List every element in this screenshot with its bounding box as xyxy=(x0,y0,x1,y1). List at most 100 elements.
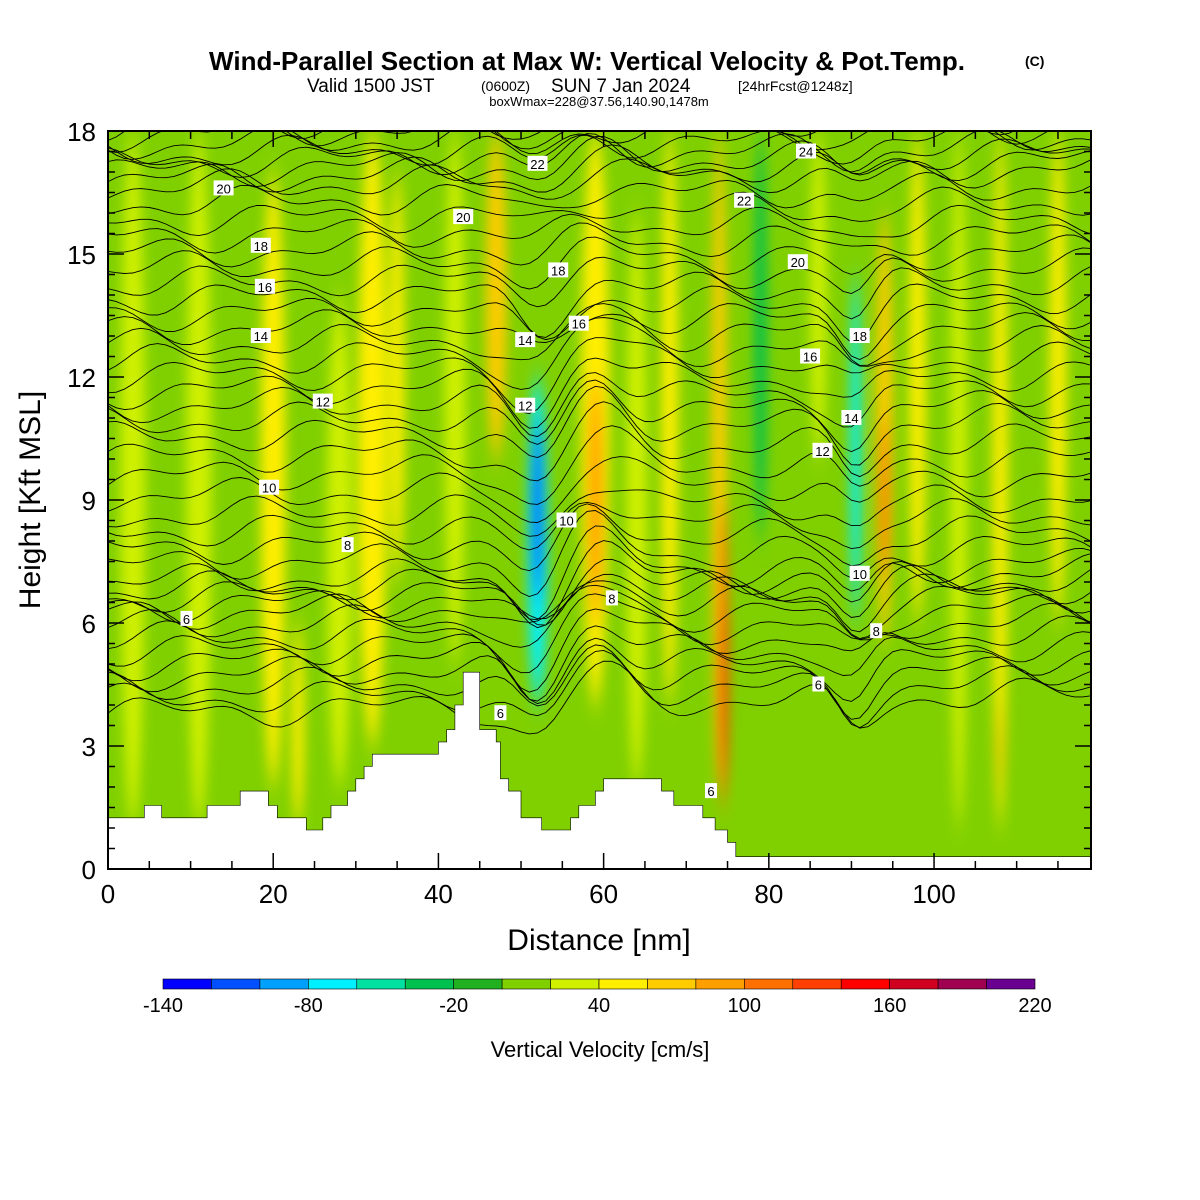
theta-contour xyxy=(108,171,1091,216)
theta-contour xyxy=(108,302,1091,360)
contour-label: 16 xyxy=(254,278,275,295)
theta-contour xyxy=(108,131,1091,178)
contour-label-bg xyxy=(705,783,717,799)
contour-label-text: 6 xyxy=(183,612,190,627)
x-tick-label: 100 xyxy=(912,879,955,909)
colorbar-swatch xyxy=(404,978,454,990)
contour-label-text: 6 xyxy=(707,784,714,799)
colorbar-swatch xyxy=(211,978,261,990)
theta-contour xyxy=(108,484,1091,537)
colorbar-swatch xyxy=(744,978,794,990)
contour-label-bg xyxy=(556,512,577,528)
theta-contour xyxy=(108,608,1091,693)
velocity-band xyxy=(909,131,926,623)
contour-label-text: 22 xyxy=(737,194,751,209)
y-tick-label: 15 xyxy=(67,240,96,270)
theta-contour xyxy=(108,158,1091,200)
contour-label-bg xyxy=(254,278,275,294)
velocity-band xyxy=(996,705,1004,787)
velocity-band xyxy=(485,131,507,459)
colorbar-swatch xyxy=(647,978,697,990)
contour-label: 12 xyxy=(312,393,333,410)
theta-contour xyxy=(108,385,1091,466)
velocity-band xyxy=(291,623,305,828)
contour-label-bg xyxy=(250,237,271,253)
contour-label-text: 12 xyxy=(518,399,532,414)
colorbar-swatch xyxy=(889,978,939,990)
contour-labels: 20 18 16 14 12 10 8 6 20 22 18 16 14 12 10 8 6 6 24 22 20 16 1… xyxy=(180,143,883,799)
contour-label: 18 xyxy=(548,262,569,278)
velocity-band xyxy=(850,274,861,623)
velocity-band xyxy=(880,418,889,582)
theta-contour xyxy=(108,204,1091,254)
contour-label: 6 xyxy=(494,705,507,721)
colorbar-swatch xyxy=(695,978,745,990)
theta-contour xyxy=(108,222,1091,268)
contour-label: 12 xyxy=(515,397,536,414)
contour-label: 16 xyxy=(568,315,589,332)
velocity-band xyxy=(720,602,727,787)
contour-label-bg xyxy=(548,262,569,278)
x-tick-label: 0 xyxy=(101,879,115,909)
colorbar-swatch xyxy=(840,978,890,990)
x-tick-label: 20 xyxy=(259,879,288,909)
contour-label-text: 12 xyxy=(316,395,330,410)
theta-contour xyxy=(108,644,1091,720)
theta-contour xyxy=(108,337,1091,414)
colorbar-swatch xyxy=(550,978,600,990)
velocity-band xyxy=(626,213,647,787)
contour-label-bg xyxy=(515,332,536,348)
contour-label-text: 14 xyxy=(844,411,858,426)
contour-label: 20 xyxy=(787,254,808,270)
contour-label-bg xyxy=(812,442,833,458)
contour-label-text: 16 xyxy=(572,317,586,332)
theta-contour xyxy=(108,131,1050,160)
theta-contour xyxy=(108,584,1091,648)
colorbar-swatch xyxy=(986,978,1036,990)
colorbar-swatch xyxy=(259,978,309,990)
valid-time-date: SUN 7 Jan 2024 xyxy=(551,76,691,97)
forecast-info: [24hrFcst@1248z] xyxy=(738,78,853,94)
contour-label-bg xyxy=(870,623,883,639)
colorbar-swatch xyxy=(501,978,551,990)
theta-contour xyxy=(108,372,1091,438)
contour-label-bg xyxy=(312,393,333,409)
contour-label: 8 xyxy=(605,590,618,606)
contour-label: 8 xyxy=(341,537,354,553)
theta-contour xyxy=(108,498,1091,551)
contour-label: 10 xyxy=(259,479,280,496)
theta-contour xyxy=(108,144,1091,193)
contour-label: 20 xyxy=(453,209,474,225)
contour-label-text: 10 xyxy=(559,514,573,529)
velocity-band xyxy=(389,172,405,582)
contour-label-bg xyxy=(787,254,808,270)
theta-contour xyxy=(108,186,1091,237)
colorbar-title: Vertical Velocity [cm/s] xyxy=(491,1037,710,1062)
theta-contour xyxy=(108,660,1091,735)
colorbar-label: -140 xyxy=(143,995,183,1017)
terrain-mask xyxy=(108,671,1091,869)
x-axis-label: Distance [nm] xyxy=(507,924,690,957)
contour-label-text: 8 xyxy=(608,591,615,606)
velocity-band xyxy=(260,172,286,787)
contour-label: 20 xyxy=(213,180,234,196)
contour-label-text: 8 xyxy=(344,538,351,553)
contour-label-text: 18 xyxy=(254,239,268,254)
contour-label-bg xyxy=(796,143,816,159)
theta-contour xyxy=(108,283,1091,343)
contour-label-text: 16 xyxy=(258,280,272,295)
contour-label-text: 18 xyxy=(551,263,565,278)
x-tick-label: 40 xyxy=(424,879,453,909)
theta-contour xyxy=(108,357,1091,429)
x-tick-label: 80 xyxy=(754,879,783,909)
velocity-band xyxy=(532,418,543,603)
contour-label-text: 20 xyxy=(456,210,470,225)
colorbar-label: -20 xyxy=(439,995,468,1017)
theta-contour xyxy=(108,540,1091,629)
contour-label: 22 xyxy=(527,155,548,172)
contour-label-bg xyxy=(849,328,870,343)
theta-contour xyxy=(108,525,1091,621)
contour-label: 6 xyxy=(705,783,717,799)
contour-label-text: 10 xyxy=(852,567,866,582)
